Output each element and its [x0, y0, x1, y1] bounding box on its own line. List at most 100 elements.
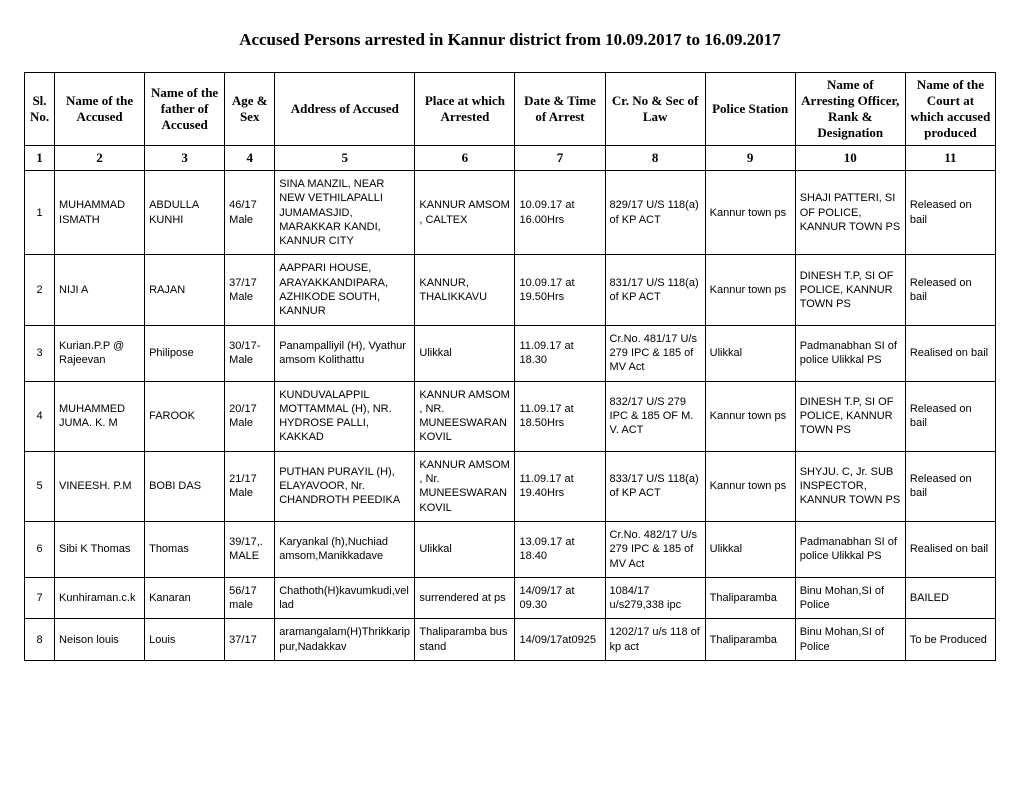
cell-name: NIJI A: [55, 255, 145, 325]
cell-datetime: 11.09.17 at 18.50Hrs: [515, 381, 605, 451]
cell-father: Louis: [145, 619, 225, 661]
cell-age: 37/17 Male: [225, 255, 275, 325]
cell-officer: DINESH T.P, SI OF POLICE, KANNUR TOWN PS: [795, 381, 905, 451]
colnum-11: 11: [905, 146, 995, 171]
cell-name: Neison louis: [55, 619, 145, 661]
cell-crno: 833/17 U/S 118(a) of KP ACT: [605, 451, 705, 521]
cell-court: BAILED: [905, 577, 995, 619]
cell-sl: 7: [25, 577, 55, 619]
cell-father: BOBI DAS: [145, 451, 225, 521]
cell-station: Thaliparamba: [705, 577, 795, 619]
col-header-crno: Cr. No & Sec of Law: [605, 73, 705, 146]
cell-crno: 831/17 U/S 118(a) of KP ACT: [605, 255, 705, 325]
cell-station: Kannur town ps: [705, 451, 795, 521]
cell-station: Ulikkal: [705, 325, 795, 381]
cell-station: Thaliparamba: [705, 619, 795, 661]
colnum-6: 6: [415, 146, 515, 171]
cell-place: Ulikkal: [415, 521, 515, 577]
table-row: 3Kurian.P.P @ RajeevanPhilipose30/17- Ma…: [25, 325, 996, 381]
cell-crno: 1202/17 u/s 118 of kp act: [605, 619, 705, 661]
cell-address: PUTHAN PURAYIL (H), ELAYAVOOR, Nr. CHAND…: [275, 451, 415, 521]
colnum-2: 2: [55, 146, 145, 171]
colnum-5: 5: [275, 146, 415, 171]
col-header-place: Place at which Arrested: [415, 73, 515, 146]
cell-place: surrendered at ps: [415, 577, 515, 619]
table-row: 8Neison louisLouis37/17aramangalam(H)Thr…: [25, 619, 996, 661]
number-row: 1 2 3 4 5 6 7 8 9 10 11: [25, 146, 996, 171]
cell-sl: 1: [25, 171, 55, 255]
colnum-10: 10: [795, 146, 905, 171]
cell-father: ABDULLA KUNHI: [145, 171, 225, 255]
cell-crno: 832/17 U/S 279 IPC & 185 OF M. V. ACT: [605, 381, 705, 451]
cell-crno: 829/17 U/S 118(a) of KP ACT: [605, 171, 705, 255]
colnum-9: 9: [705, 146, 795, 171]
cell-station: Kannur town ps: [705, 255, 795, 325]
col-header-datetime: Date & Time of Arrest: [515, 73, 605, 146]
cell-address: AAPPARI HOUSE, ARAYAKKANDIPARA, AZHIKODE…: [275, 255, 415, 325]
cell-datetime: 11.09.17 at 19.40Hrs: [515, 451, 605, 521]
table-body: 1MUHAMMAD ISMATHABDULLA KUNHI46/17 MaleS…: [25, 171, 996, 661]
cell-age: 30/17- Male: [225, 325, 275, 381]
cell-address: SINA MANZIL, NEAR NEW VETHILAPALLI JUMAM…: [275, 171, 415, 255]
cell-court: Released on bail: [905, 381, 995, 451]
col-header-station: Police Station: [705, 73, 795, 146]
cell-sl: 5: [25, 451, 55, 521]
cell-court: To be Produced: [905, 619, 995, 661]
cell-place: KANNUR, THALIKKAVU: [415, 255, 515, 325]
cell-datetime: 10.09.17 at 19.50Hrs: [515, 255, 605, 325]
cell-officer: Padmanabhan SI of police Ulikkal PS: [795, 521, 905, 577]
table-row: 4MUHAMMED JUMA. K. MFAROOK20/17 MaleKUND…: [25, 381, 996, 451]
colnum-3: 3: [145, 146, 225, 171]
cell-address: KUNDUVALAPPIL MOTTAMMAL (H), NR. HYDROSE…: [275, 381, 415, 451]
cell-officer: DINESH T.P, SI OF POLICE, KANNUR TOWN PS: [795, 255, 905, 325]
cell-place: KANNUR AMSOM , Nr. MUNEESWARAN KOVIL: [415, 451, 515, 521]
cell-father: Kanaran: [145, 577, 225, 619]
cell-age: 39/17,. MALE: [225, 521, 275, 577]
cell-station: Kannur town ps: [705, 381, 795, 451]
cell-court: Released on bail: [905, 171, 995, 255]
cell-sl: 3: [25, 325, 55, 381]
cell-name: Kunhiraman.c.k: [55, 577, 145, 619]
colnum-1: 1: [25, 146, 55, 171]
cell-court: Realised on bail: [905, 325, 995, 381]
cell-datetime: 13.09.17 at 18.40: [515, 521, 605, 577]
cell-address: Karyankal (h),Nuchiad amsom,Manikkadave: [275, 521, 415, 577]
cell-crno: 1084/17 u/s279,338 ipc: [605, 577, 705, 619]
col-header-sl: Sl. No.: [25, 73, 55, 146]
cell-station: Kannur town ps: [705, 171, 795, 255]
cell-sl: 2: [25, 255, 55, 325]
cell-sl: 4: [25, 381, 55, 451]
colnum-8: 8: [605, 146, 705, 171]
col-header-address: Address of Accused: [275, 73, 415, 146]
table-row: 6Sibi K ThomasThomas39/17,. MALEKaryanka…: [25, 521, 996, 577]
cell-datetime: 11.09.17 at 18.30: [515, 325, 605, 381]
cell-officer: SHAJI PATTERI, SI OF POLICE, KANNUR TOWN…: [795, 171, 905, 255]
cell-crno: Cr.No. 482/17 U/s 279 IPC & 185 of MV Ac…: [605, 521, 705, 577]
cell-age: 37/17: [225, 619, 275, 661]
cell-datetime: 10.09.17 at 16.00Hrs: [515, 171, 605, 255]
cell-datetime: 14/09/17at0925: [515, 619, 605, 661]
cell-place: KANNUR AMSOM , NR. MUNEESWARAN KOVIL: [415, 381, 515, 451]
cell-datetime: 14/09/17 at 09.30: [515, 577, 605, 619]
cell-name: VINEESH. P.M: [55, 451, 145, 521]
cell-court: Realised on bail: [905, 521, 995, 577]
table-row: 1MUHAMMAD ISMATHABDULLA KUNHI46/17 MaleS…: [25, 171, 996, 255]
cell-father: Philipose: [145, 325, 225, 381]
col-header-name: Name of the Accused: [55, 73, 145, 146]
cell-father: FAROOK: [145, 381, 225, 451]
cell-officer: Padmanabhan SI of police Ulikkal PS: [795, 325, 905, 381]
colnum-4: 4: [225, 146, 275, 171]
cell-age: 56/17 male: [225, 577, 275, 619]
cell-sl: 8: [25, 619, 55, 661]
col-header-father: Name of the father of Accused: [145, 73, 225, 146]
cell-court: Released on bail: [905, 451, 995, 521]
cell-court: Released on bail: [905, 255, 995, 325]
cell-place: KANNUR AMSOM , CALTEX: [415, 171, 515, 255]
page-title: Accused Persons arrested in Kannur distr…: [24, 30, 996, 50]
table-row: 7Kunhiraman.c.kKanaran56/17 maleChathoth…: [25, 577, 996, 619]
col-header-court: Name of the Court at which accused produ…: [905, 73, 995, 146]
col-header-officer: Name of Arresting Officer, Rank & Design…: [795, 73, 905, 146]
cell-address: Panampalliyil (H), Vyathur amsom Kolitha…: [275, 325, 415, 381]
cell-age: 21/17 Male: [225, 451, 275, 521]
colnum-7: 7: [515, 146, 605, 171]
